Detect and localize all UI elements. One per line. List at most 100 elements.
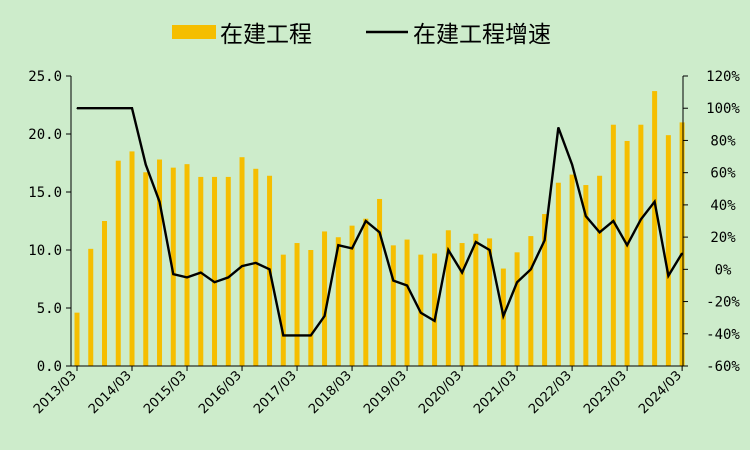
line-point-44	[681, 252, 683, 254]
left-tick-label: 10.0	[28, 243, 62, 259]
line-point-1	[90, 107, 92, 109]
line-point-5	[145, 164, 147, 166]
line-point-13	[255, 262, 257, 264]
x-tick-label: 2021/03	[471, 368, 520, 417]
bar-24	[404, 239, 410, 366]
line-point-30	[488, 249, 491, 251]
bar-8	[184, 164, 190, 366]
right-tick-label: 100%	[706, 101, 740, 117]
bar-21	[363, 218, 369, 366]
left-tick-label: 25.0	[28, 69, 62, 85]
bar-23	[390, 245, 396, 366]
legend: 在建工程 在建工程增速	[172, 22, 551, 48]
left-tick-label: 20.0	[28, 127, 62, 143]
bar-6	[157, 159, 163, 366]
line-point-2	[103, 107, 106, 109]
line-point-39	[612, 220, 614, 222]
bar-20	[349, 225, 355, 366]
bar-12	[239, 157, 245, 366]
line-point-12	[241, 265, 243, 267]
bar-34	[542, 214, 548, 366]
bar-3	[115, 160, 121, 366]
line-point-19	[337, 244, 339, 246]
line-point-37	[585, 215, 587, 217]
x-tick-label: 2020/03	[416, 368, 465, 417]
line-point-27	[447, 249, 449, 251]
bar-39	[610, 124, 616, 366]
line-point-20	[351, 247, 353, 249]
bar-2	[102, 221, 108, 366]
x-tick-label: 2017/03	[251, 368, 300, 417]
line-point-35	[557, 126, 559, 129]
line-point-0	[76, 107, 78, 109]
bar-16	[294, 243, 300, 366]
left-tick-label: 0.0	[37, 359, 62, 375]
line-point-9	[200, 271, 202, 274]
left-axis-ticks: 0.0 5.0 10.0 15.0 20.0 25.0	[28, 69, 71, 375]
line-point-43	[667, 275, 669, 277]
line-point-18	[323, 315, 326, 317]
line-point-22	[378, 231, 381, 233]
bar-32	[514, 252, 520, 366]
line-point-21	[365, 220, 367, 222]
bar-33	[528, 236, 534, 366]
line-point-8	[186, 276, 188, 278]
right-tick-label: 20%	[710, 230, 736, 246]
bar-4	[129, 151, 135, 366]
line-point-31	[502, 315, 504, 317]
line-point-40	[626, 244, 628, 246]
x-tick-label: 2024/03	[636, 368, 685, 417]
bar-10	[212, 176, 218, 366]
line-point-24	[406, 284, 408, 287]
line-point-32	[516, 281, 518, 283]
x-tick-label: 2013/03	[31, 368, 80, 417]
right-axis-ticks: -60% -40% -20% 0% 20% 40% 60% 80% 100% 120%	[683, 69, 740, 375]
bar-40	[624, 140, 630, 366]
x-tick-label: 2018/03	[306, 368, 355, 417]
bar-18	[322, 231, 328, 366]
line-point-29	[475, 241, 477, 243]
bar-13	[253, 168, 259, 366]
bar-36	[569, 174, 575, 366]
line-point-33	[530, 268, 532, 270]
bar-series	[74, 91, 685, 367]
bar-35	[555, 182, 561, 366]
x-tick-label: 2023/03	[581, 368, 630, 417]
right-tick-label: 0%	[715, 262, 732, 278]
x-axis-ticks: 2013/03 2014/03 2015/03 2016/03 2017/03 2018/…	[31, 366, 685, 417]
bar-7	[170, 167, 176, 366]
line-point-38	[599, 231, 601, 233]
bar-5	[143, 172, 149, 366]
line-point-41	[640, 218, 642, 220]
left-tick-label: 15.0	[28, 185, 62, 201]
line-point-26	[433, 320, 436, 322]
bar-26	[432, 253, 438, 366]
line-point-42	[654, 201, 656, 203]
line-point-4	[131, 107, 133, 109]
bar-15	[280, 254, 286, 366]
right-tick-label: -60%	[706, 359, 740, 375]
bar-28	[459, 243, 465, 366]
line-point-15	[282, 334, 284, 336]
bar-17	[308, 250, 314, 366]
bar-22	[377, 198, 383, 366]
bar-19	[335, 237, 341, 366]
bar-42	[652, 91, 658, 366]
left-tick-label: 5.0	[37, 301, 62, 317]
bar-11	[225, 176, 231, 366]
bar-1	[88, 248, 94, 366]
legend-label-bar: 在建工程	[220, 22, 312, 48]
bar-29	[473, 233, 479, 366]
legend-label-line: 在建工程增速	[413, 22, 551, 48]
x-tick-label: 2022/03	[526, 368, 575, 417]
line-point-3	[117, 107, 119, 109]
line-point-6	[158, 201, 161, 203]
bar-0	[74, 312, 80, 366]
x-tick-label: 2016/03	[196, 368, 245, 417]
bar-30	[487, 238, 493, 366]
right-tick-label: 80%	[710, 133, 736, 149]
line-series	[76, 107, 684, 337]
line-point-11	[227, 276, 229, 278]
bar-27	[445, 230, 451, 366]
legend-swatch-bar	[172, 25, 216, 39]
